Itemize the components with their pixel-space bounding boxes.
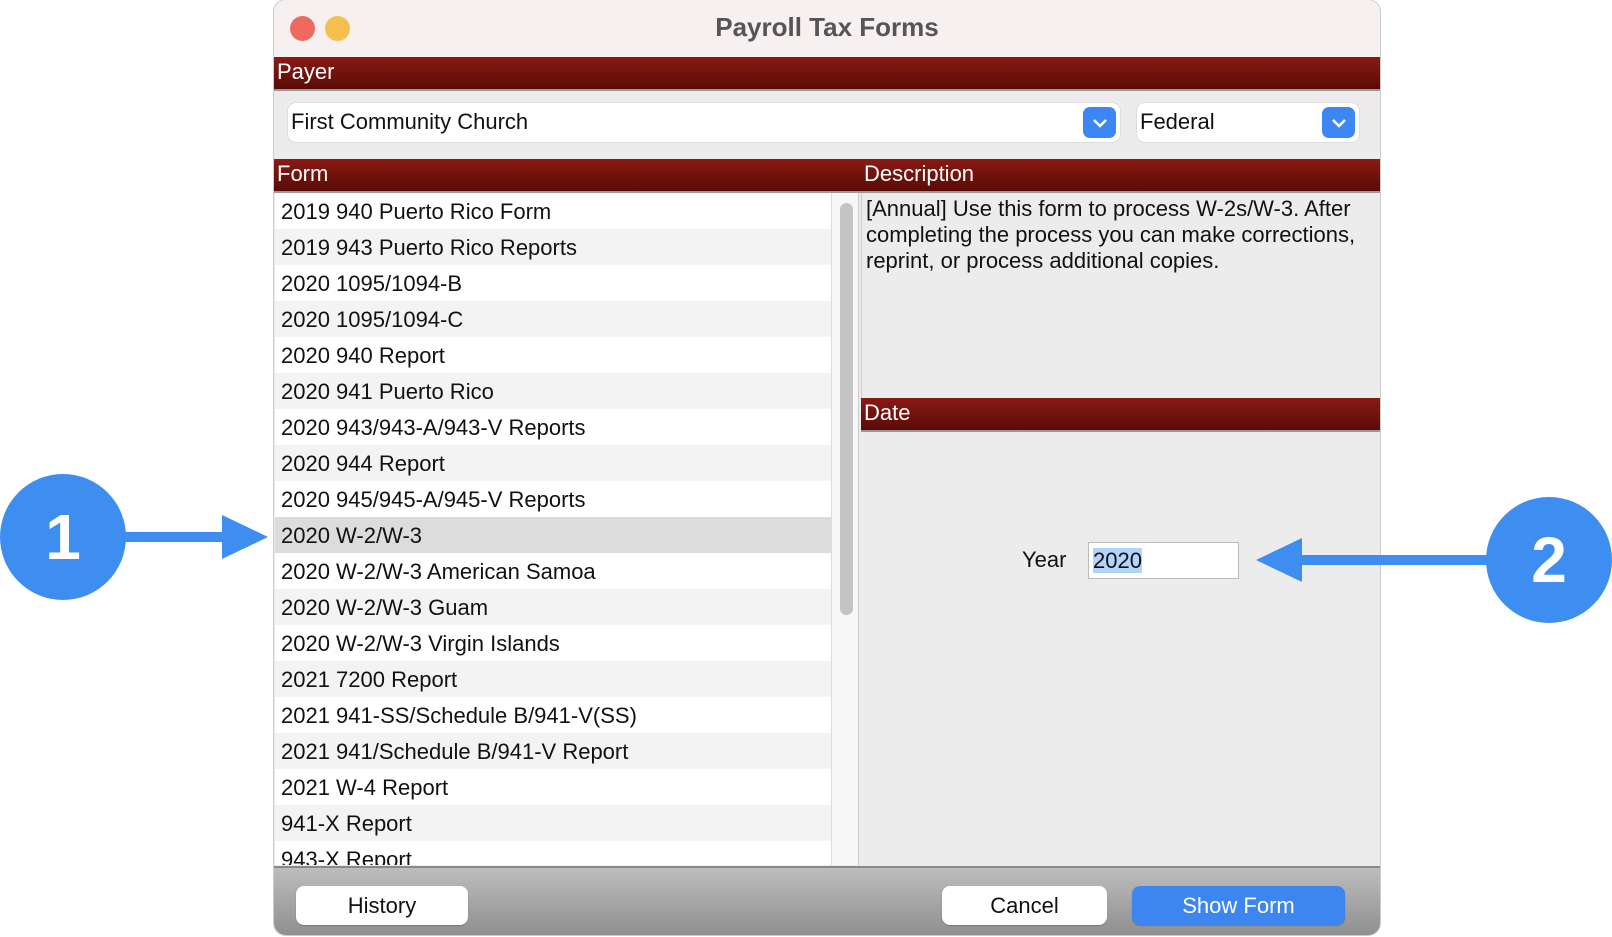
annotation-arrow-1 xyxy=(124,515,268,559)
title-bar: Payroll Tax Forms xyxy=(274,0,1380,57)
form-list-item[interactable]: 2020 940 Report xyxy=(281,343,445,368)
year-label: Year xyxy=(1022,547,1067,572)
form-list-item[interactable]: 2021 941-SS/Schedule B/941-V(SS) xyxy=(281,703,637,728)
form-list-item[interactable]: 2020 1095/1094-B xyxy=(281,271,463,296)
close-button[interactable] xyxy=(290,16,315,41)
form-list-item[interactable]: 2020 941 Puerto Rico xyxy=(275,373,831,409)
form-list-item[interactable]: 2020 W-2/W-3 Guam xyxy=(275,589,831,625)
form-list-item[interactable]: 2021 7200 Report xyxy=(275,661,831,697)
annotation-badge-2: 2 xyxy=(1486,497,1612,623)
annotation-badge-1: 1 xyxy=(0,474,126,600)
form-list-item[interactable]: 2021 941/Schedule B/941-V Report xyxy=(275,733,831,769)
cancel-button[interactable]: Cancel xyxy=(942,886,1107,925)
description-header: Description xyxy=(861,159,1380,193)
payer-header: Payer xyxy=(274,57,1380,91)
form-list-item[interactable]: 943-X Report xyxy=(281,847,412,865)
payer-select[interactable]: First Community Church xyxy=(288,103,1120,142)
chevron-down-icon[interactable] xyxy=(1083,107,1116,138)
form-list-item[interactable]: 2020 945/945-A/945-V Reports xyxy=(281,487,586,512)
form-list-item[interactable]: 2021 W-4 Report xyxy=(281,775,449,800)
bottom-bar: History Cancel Show Form xyxy=(274,866,1380,935)
chevron-down-icon[interactable] xyxy=(1322,107,1355,138)
form-list-item[interactable]: 2020 943/943-A/943-V Reports xyxy=(281,415,586,440)
form-header: Form xyxy=(274,159,861,193)
jurisdiction-value: Federal xyxy=(1140,109,1215,134)
annotation-arrow-2 xyxy=(1256,538,1490,582)
minimize-button[interactable] xyxy=(325,16,350,41)
date-header: Date xyxy=(861,398,1380,432)
form-list-item[interactable]: 2020 W-2/W-3 xyxy=(275,517,831,553)
year-input[interactable]: 2020 xyxy=(1088,542,1239,579)
window-title: Payroll Tax Forms xyxy=(715,12,939,42)
history-button[interactable]: History xyxy=(296,886,468,925)
form-list-item[interactable]: 2019 943 Puerto Rico Reports xyxy=(275,229,831,265)
form-list-item[interactable]: 2020 W-2/W-3 Virgin Islands xyxy=(281,631,560,656)
form-list-scrollbar[interactable] xyxy=(831,193,859,865)
jurisdiction-select[interactable]: Federal xyxy=(1137,103,1359,142)
payroll-tax-forms-window: Payroll Tax Forms Payer First Community … xyxy=(274,0,1380,935)
form-list-item[interactable]: 2020 944 Report xyxy=(275,445,831,481)
scrollbar-thumb[interactable] xyxy=(840,203,853,615)
form-list-item[interactable]: 2020 1095/1094-C xyxy=(275,301,831,337)
form-list-item[interactable]: 941-X Report xyxy=(275,805,831,841)
year-value: 2020 xyxy=(1093,548,1142,573)
form-list-item[interactable]: 2020 W-2/W-3 American Samoa xyxy=(281,559,596,584)
description-text: [Annual] Use this form to process W-2s/W… xyxy=(861,193,1380,398)
form-list-item[interactable]: 2019 940 Puerto Rico Form xyxy=(281,199,552,224)
show-form-button[interactable]: Show Form xyxy=(1132,886,1345,925)
form-list[interactable]: 2019 940 Puerto Rico Form 2019 943 Puerto… xyxy=(275,193,831,865)
payer-value: First Community Church xyxy=(291,109,529,134)
